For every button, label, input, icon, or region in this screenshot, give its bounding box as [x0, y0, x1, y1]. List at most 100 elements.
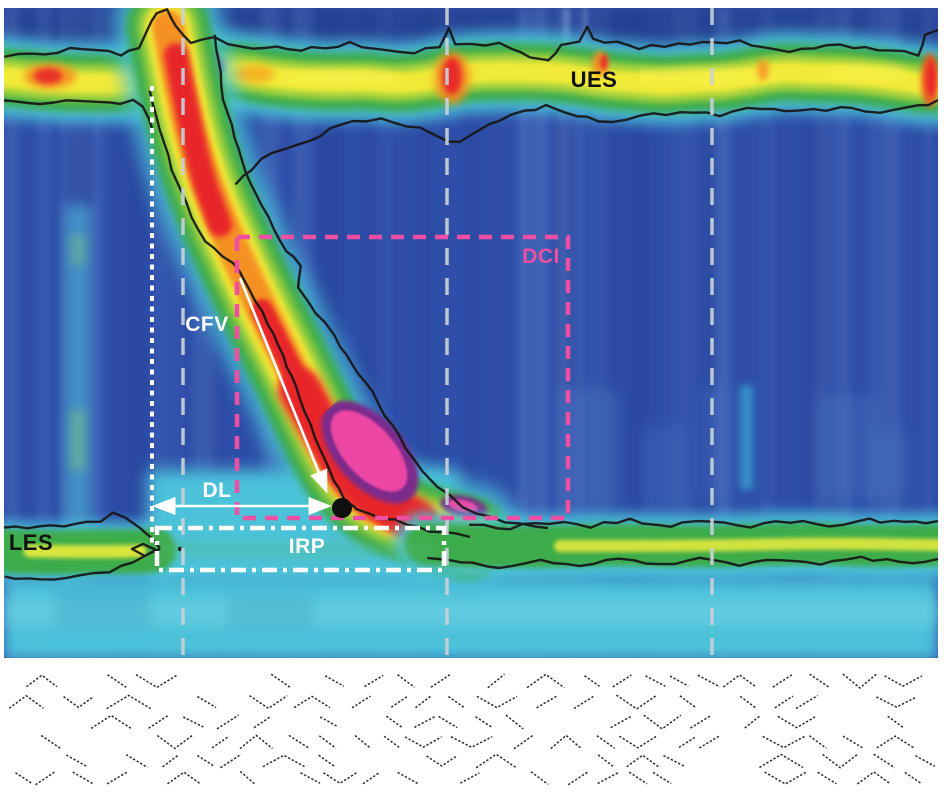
contractile-deceleration-point-dot	[332, 498, 352, 518]
noise-segment	[270, 673, 292, 689]
noise-segment	[643, 714, 682, 730]
noise-segment	[615, 694, 658, 710]
dci-box	[234, 234, 571, 521]
noise-segment	[35, 770, 57, 786]
noise-segment	[167, 771, 201, 785]
noise-segment	[626, 754, 659, 768]
noise-segment	[197, 695, 217, 709]
noise-segment	[584, 675, 600, 687]
noise-segment	[597, 754, 615, 768]
noise-segment	[764, 771, 807, 785]
dl-label: DL	[202, 479, 232, 502]
noise-segment	[354, 734, 372, 750]
noise-segment	[669, 675, 689, 687]
noise-segment	[842, 735, 864, 749]
noise-segment	[390, 696, 408, 708]
noise-segment	[249, 694, 288, 710]
noise-segment	[597, 771, 619, 785]
noise-segment	[876, 735, 915, 749]
noise-segment	[125, 753, 148, 769]
noise-segment	[15, 772, 33, 784]
noise-segment	[612, 674, 632, 688]
noise-segment	[873, 753, 896, 769]
ues-top-contour	[4, 8, 938, 62]
noise-segment	[887, 715, 905, 729]
noise-segment	[362, 771, 381, 785]
noise-pattern	[8, 673, 936, 786]
noise-segment	[536, 695, 557, 709]
ues-bottom-contour-right	[234, 98, 938, 186]
noise-segment	[318, 735, 337, 749]
noise-segment	[404, 736, 442, 748]
noise-segment	[65, 754, 89, 768]
noise-segment	[300, 772, 321, 784]
band-right-contour	[213, 34, 549, 530]
noise-segment	[253, 715, 272, 729]
noise-segment	[90, 714, 132, 730]
noise-segment	[777, 715, 817, 729]
noise-segment	[809, 673, 831, 689]
noise-segment	[26, 674, 58, 688]
noise-segment	[322, 772, 358, 785]
peristaltic-band	[113, 8, 523, 593]
noise-segment	[415, 695, 431, 709]
noise-segment	[505, 714, 524, 730]
noise-segment	[107, 674, 127, 688]
noise-segment	[351, 695, 371, 709]
noise-segment	[288, 734, 311, 750]
noise-segment	[679, 695, 697, 709]
noise-segment	[182, 716, 204, 728]
irp-box	[154, 525, 447, 573]
noise-segment	[690, 715, 711, 729]
noise-segment	[697, 674, 721, 688]
noise-segment	[135, 673, 179, 689]
noise-segment	[196, 754, 216, 768]
noise-segment	[426, 755, 458, 767]
noise-segment	[219, 753, 242, 769]
noise-segment	[817, 771, 837, 785]
noise-segment	[72, 771, 94, 785]
noise-segment	[239, 770, 256, 786]
noise-segment	[795, 694, 819, 710]
noise-segment	[567, 770, 590, 786]
noise-segment	[663, 754, 686, 768]
noise-segment	[430, 674, 451, 688]
noise-segment	[808, 735, 827, 749]
noise-segment	[148, 715, 169, 729]
noise-segment	[772, 674, 793, 688]
noise-segment	[414, 715, 436, 729]
noise-segment	[759, 753, 804, 769]
noise-segment	[106, 694, 152, 710]
noise-segment	[652, 771, 672, 785]
noise-segment	[526, 673, 565, 689]
noise-segment	[385, 715, 404, 729]
les-bottom-contour-left	[4, 547, 161, 581]
noise-segment	[573, 694, 596, 710]
noise-segment	[884, 675, 923, 687]
noise-segment	[698, 735, 720, 749]
noise-segment	[106, 771, 128, 785]
heatmap-painting	[4, 8, 938, 658]
les-top-contour-left	[4, 511, 161, 549]
noise-segment	[856, 771, 892, 785]
noise-segment	[530, 771, 549, 785]
noise-segment	[293, 695, 331, 709]
ues-bottom-contour-left	[4, 98, 154, 129]
noise-segment	[722, 674, 757, 688]
noise-segment	[459, 772, 480, 784]
residual-les-pressure	[155, 541, 435, 557]
les-bottom-contour-right	[427, 555, 938, 570]
noise-segment	[63, 695, 95, 709]
noise-segment	[319, 716, 339, 728]
noise-segment	[628, 771, 648, 785]
irp-label: IRP	[288, 535, 326, 558]
cfv-arrow	[238, 277, 328, 494]
noise-segment	[324, 675, 345, 687]
noise-segment	[645, 675, 666, 687]
noise-segment	[8, 694, 44, 709]
noise-segment	[475, 753, 517, 769]
les-label: LES	[8, 530, 54, 555]
les-top-contour-right	[469, 517, 938, 531]
